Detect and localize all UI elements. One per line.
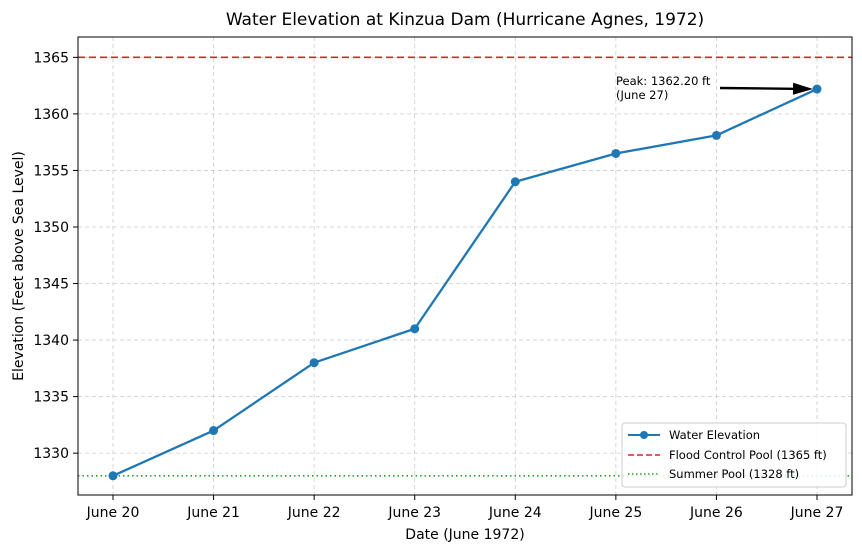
data-point — [812, 84, 822, 94]
series-layer — [108, 84, 822, 481]
y-tick-label: 1365 — [33, 50, 69, 66]
y-tick-label: 1345 — [33, 277, 69, 293]
y-axis-label: Elevation (Feet above Sea Level) — [11, 151, 27, 381]
data-point — [611, 148, 621, 158]
data-point — [309, 358, 319, 368]
legend-label-water-elevation: Water Elevation — [669, 428, 760, 442]
x-axis-label: Date (June 1972) — [405, 527, 524, 543]
annotation-arrow-shaft — [719, 86, 794, 91]
reference-lines — [78, 56, 852, 477]
chart-title: Water Elevation at Kinzua Dam (Hurricane… — [226, 10, 704, 30]
annotation-line-2: (June 27) — [616, 88, 668, 102]
legend-label-summer-pool: Summer Pool (1328 ft) — [669, 467, 799, 481]
legend-marker-water-elevation — [640, 431, 648, 439]
y-tick-label: 1355 — [33, 163, 69, 179]
data-point — [510, 177, 520, 187]
annotation-arrow-head — [792, 82, 813, 95]
legend: Water Elevation Flood Control Pool (1365… — [621, 422, 847, 488]
x-tick-label: June 27 — [790, 505, 844, 521]
data-point — [711, 130, 721, 140]
x-tick-label: June 22 — [287, 505, 341, 521]
series-line-water-elevation — [112, 87, 818, 477]
y-tick-label: 1340 — [33, 333, 69, 349]
tick-layer: June 20 June 21 June 22 June 23 June 24 June … — [33, 50, 843, 521]
x-tick-label: June 24 — [488, 505, 542, 521]
x-tick-label: June 23 — [387, 505, 441, 521]
x-tick-label: June 20 — [86, 505, 140, 521]
annotation-line-1: Peak: 1362.20 ft — [616, 74, 711, 88]
y-tick-label: 1360 — [33, 107, 69, 123]
plot-frame — [77, 36, 853, 496]
y-tick-label: 1330 — [33, 446, 69, 462]
x-tick-label: June 26 — [689, 505, 743, 521]
y-tick-label: 1335 — [33, 390, 69, 406]
data-point — [209, 426, 219, 436]
legend-label-flood-control: Flood Control Pool (1365 ft) — [669, 448, 827, 462]
legend-box — [621, 422, 847, 488]
peak-annotation: Peak: 1362.20 ft (June 27) — [616, 74, 813, 102]
x-tick-label: June 21 — [186, 505, 240, 521]
data-point — [108, 471, 118, 481]
y-tick-label: 1350 — [33, 220, 69, 236]
data-point — [410, 324, 420, 334]
x-tick-label: June 25 — [588, 505, 642, 521]
